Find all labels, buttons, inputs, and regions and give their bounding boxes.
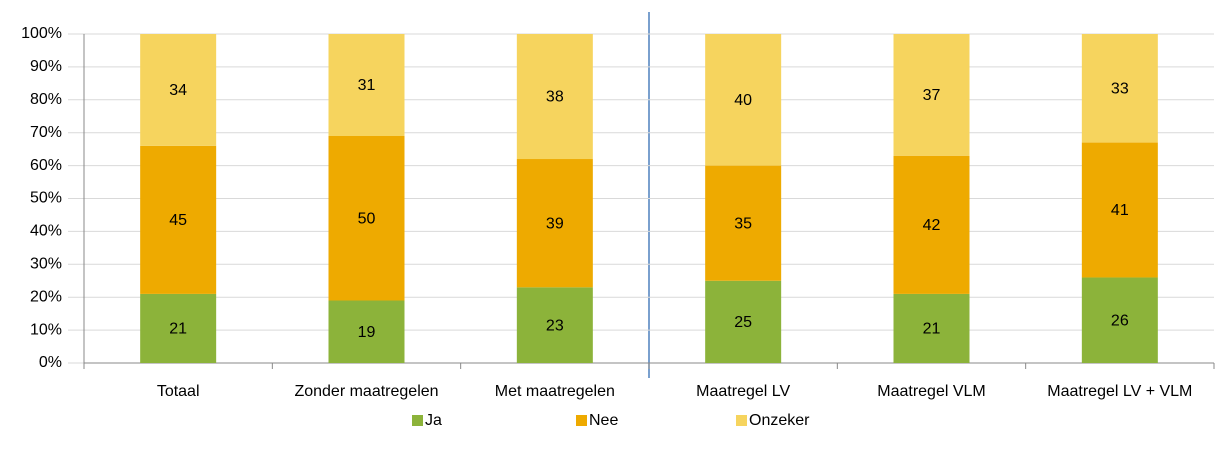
data-label: 23 <box>546 317 564 334</box>
data-label: 31 <box>358 77 376 94</box>
bar-segment <box>1081 34 1158 143</box>
y-tick-label: 10% <box>30 321 62 338</box>
y-tick-label: 50% <box>30 190 62 207</box>
x-tick-label: Maatregel VLM <box>877 383 986 400</box>
data-label: 21 <box>169 321 187 338</box>
x-tick-label: Totaal <box>157 383 200 400</box>
x-tick-label: Maatregel LV + VLM <box>1047 383 1192 400</box>
data-label: 39 <box>546 215 564 232</box>
bar-segment <box>328 34 405 136</box>
y-tick-label: 40% <box>30 223 62 240</box>
data-label: 19 <box>358 324 376 341</box>
data-label: 45 <box>169 212 187 229</box>
legend-label: Nee <box>589 412 618 429</box>
data-label: 41 <box>1111 202 1129 219</box>
y-tick-label: 30% <box>30 256 62 273</box>
x-tick-label: Met maatregelen <box>495 383 615 400</box>
data-label: 38 <box>546 89 564 106</box>
bar-segment <box>893 293 970 363</box>
data-label: 34 <box>169 82 187 99</box>
x-tick-label: Zonder maatregelen <box>294 383 438 400</box>
legend-swatch <box>736 415 747 426</box>
x-tick-label: Maatregel LV <box>696 383 790 400</box>
bar-segment <box>893 34 970 156</box>
bar-segment <box>516 34 593 160</box>
data-label: 37 <box>923 87 941 104</box>
data-label: 26 <box>1111 312 1129 329</box>
bar-segment <box>140 293 217 363</box>
bar-segment <box>705 165 782 281</box>
y-tick-label: 70% <box>30 124 62 141</box>
bar-segment <box>328 135 405 301</box>
y-tick-label: 0% <box>39 354 62 371</box>
y-tick-label: 100% <box>21 25 62 42</box>
data-label: 25 <box>734 314 752 331</box>
data-label: 40 <box>734 92 752 109</box>
bar-segment <box>705 34 782 166</box>
data-label: 42 <box>923 217 941 234</box>
bar-segment <box>140 145 217 294</box>
bar-segment <box>516 159 593 288</box>
y-tick-label: 90% <box>30 58 62 75</box>
legend-swatch <box>412 415 423 426</box>
legend-label: Ja <box>425 412 442 429</box>
legend-label: Onzeker <box>749 412 810 429</box>
bar-segment <box>1081 277 1158 363</box>
y-tick-label: 80% <box>30 91 62 108</box>
y-tick-label: 60% <box>30 157 62 174</box>
y-tick-label: 20% <box>30 288 62 305</box>
legend-swatch <box>576 415 587 426</box>
bar-segment <box>328 300 405 363</box>
data-label: 21 <box>923 321 941 338</box>
data-label: 50 <box>358 210 376 227</box>
bar-segment <box>705 280 782 363</box>
bar-segment <box>1081 142 1158 278</box>
bar-segment <box>140 34 217 146</box>
bar-segment <box>893 155 970 294</box>
data-label: 33 <box>1111 81 1129 98</box>
data-label: 35 <box>734 215 752 232</box>
bar-segment <box>516 287 593 363</box>
